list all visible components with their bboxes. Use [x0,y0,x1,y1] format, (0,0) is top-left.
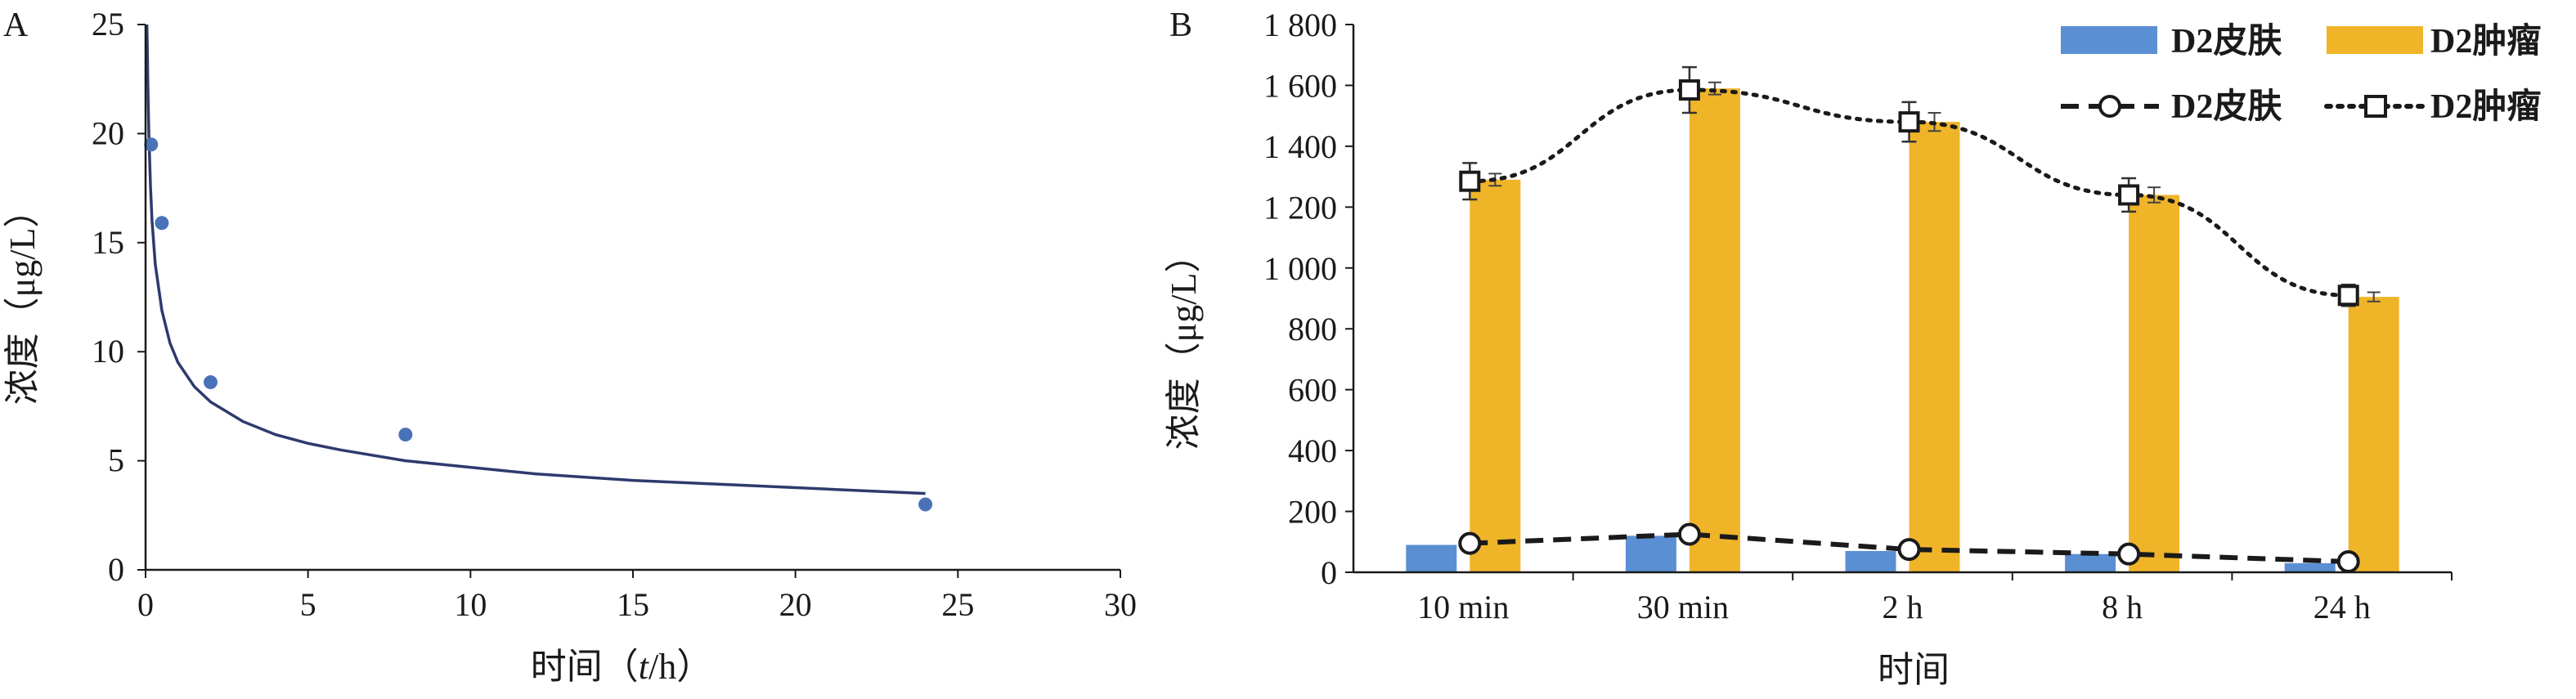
panel-b-bar-error [2367,291,2381,302]
panel-b-y-tick-label: 1 200 [1263,189,1337,226]
panel-b-marker-skin [1458,531,1482,555]
panel-b-marker-skin [1897,538,1921,562]
panel-a-y-label: 浓度（μg/L） [2,192,43,406]
panel-b-marker-tumor [2337,285,2359,307]
legend-swatch-skin-bar [2061,26,2157,54]
panel-b-marker-tumor [1898,111,1920,133]
panel-b-y-tick-label: 1 000 [1263,250,1337,287]
legend-marker-tumor [2364,95,2387,118]
panel-b-bar-skin [1406,544,1457,572]
panel-b-marker-skin [1677,522,1701,546]
panel-b-y-tick-label: 1 800 [1263,7,1337,43]
legend-label-skin-line: D2皮肤 [2171,87,2282,126]
panel-b-y-tick-label: 400 [1288,432,1337,469]
legend-label-tumor-line: D2肿瘤 [2430,87,2541,126]
panel-a-y-tick-label: 0 [108,551,124,588]
panel-b-bars [1406,81,2399,573]
panel-a-data-point [918,497,933,512]
panel-a-x-tick-label: 10 [454,586,487,623]
panel-b-y-tick-label: 1 600 [1263,67,1337,104]
panel-b-marker-tumor [1678,79,1700,101]
panel-a-x-tick-label: 15 [617,586,649,623]
panel-b-marker-tumor [2118,184,2140,206]
panel-a-data-point [398,428,413,442]
panel-b-lines [1458,65,2360,573]
panel-a-data-point [144,137,159,152]
panel-b-x-tick-label: 10 min [1417,589,1509,625]
panel-a-y-tick-label: 10 [92,333,124,370]
panel-b-bar-tumor [2348,297,2399,572]
panel-b-y-tick-label: 600 [1288,372,1337,409]
panel-b-bar-skin [1625,535,1676,572]
legend-swatch-tumor-bar [2327,26,2423,54]
panel-b-x-tick-label: 2 h [1883,589,1923,625]
panel-a-x-tick-label: 5 [300,586,316,623]
panel-b-y-tick-label: 800 [1288,311,1337,347]
legend-marker-skin [2098,95,2121,118]
panel-a: A 0 5 10 15 20 25 0 5 10 15 20 25 30 浓度（μg/L） 时间（t/h… [2,6,1137,687]
panel-a-y-tick-label: 25 [92,6,124,43]
panel-b-label: B [1169,7,1192,44]
panel-b-bar-tumor [2129,195,2180,572]
panel-b-marker-tumor [1459,170,1481,192]
panel-a-label: A [3,7,29,44]
panel-b-bar-skin [2284,562,2336,572]
panel-a-y-tick-label: 20 [92,114,124,151]
panel-b-x-tick-label: 30 min [1637,589,1729,625]
panel-a-x-label: 时间（t/h） [531,647,712,687]
panel-b-x-label: 时间 [1878,650,1950,690]
panel-b-bar-skin [1845,550,1896,572]
panel-b-x-tick-label: 24 h [2313,589,2371,625]
panel-b-marker-skin [2336,549,2360,573]
panel-b-line-skin [1470,531,2349,564]
panel-a-plot [144,24,933,512]
panel-a-y-tick-label: 5 [108,442,124,479]
legend-label-tumor-bar: D2肿瘤 [2430,22,2541,60]
panel-a-y-tick-label: 15 [92,224,124,261]
panel-a-data-point [155,216,169,231]
panel-b-ticks: 0 200 400 600 800 1 000 1 200 1 400 1 600 1 800 10… [1263,7,2453,625]
panel-b-bar-skin [2065,553,2116,572]
panel-a-fit-curve [145,24,926,495]
panel-b-bar-tumor [1689,88,1740,572]
panel-b-bar-error [2147,186,2161,204]
panel-b-marker-skin [2117,542,2141,566]
panel-a-x-tick-label: 20 [779,586,812,623]
panel-b-y-tick-label: 1 400 [1263,128,1337,165]
panel-b-x-tick-label: 8 h [2102,589,2143,625]
panel-b-y-tick-label: 0 [1321,554,1337,591]
legend: D2皮肤 D2肿瘤 D2皮肤 D2肿瘤 [2061,22,2541,126]
panel-a-ticks: 0 5 10 15 20 25 0 5 10 15 20 25 30 [92,6,1137,623]
panel-a-x-tick-label: 0 [137,586,154,623]
panel-a-data-point [203,375,218,390]
panel-b-bar-tumor [1909,122,1960,573]
panel-b-bar-tumor [1470,179,1521,573]
panel-a-x-tick-label: 30 [1104,586,1137,623]
panel-b: B 0 200 400 600 800 1 000 1 200 1 400 1 600 1 800… [1164,7,2541,690]
legend-label-skin-bar: D2皮肤 [2171,22,2282,60]
panel-b-y-label: 浓度（μg/L） [1164,237,1204,450]
panel-b-y-tick-label: 200 [1288,494,1337,531]
panel-a-x-tick-label: 25 [941,586,974,623]
